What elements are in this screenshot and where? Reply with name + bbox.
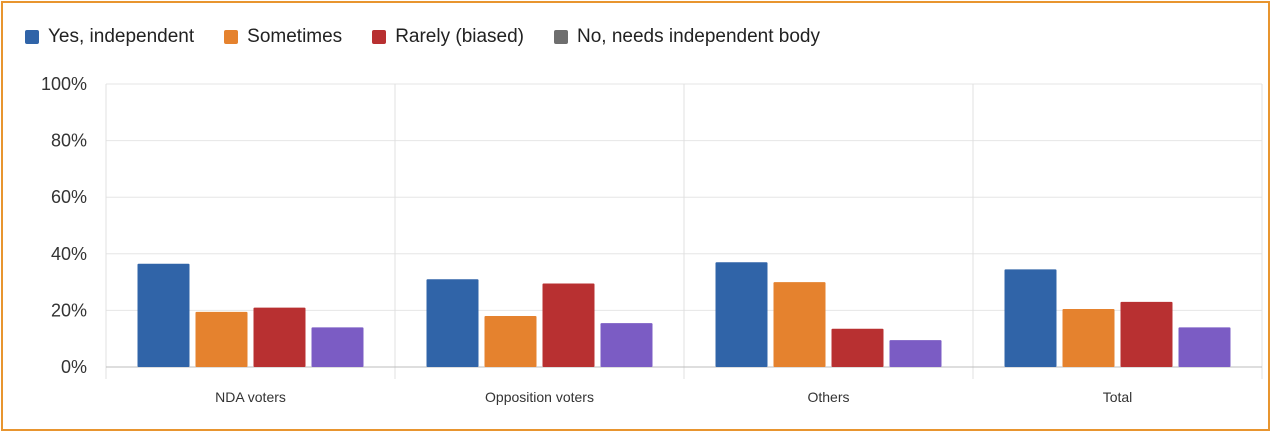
x-tick-label: Others [807, 389, 849, 405]
legend-item-sometimes[interactable]: Sometimes [224, 26, 342, 48]
legend-label: Rarely (biased) [395, 26, 525, 47]
legend-swatch [224, 30, 239, 44]
bar[interactable] [831, 328, 884, 367]
bar[interactable] [484, 316, 537, 367]
bar[interactable] [542, 283, 595, 367]
x-tick-label: Total [1103, 389, 1133, 405]
y-tick-label: 0% [61, 357, 87, 377]
y-tick-label: 100% [41, 74, 87, 94]
legend-label: Sometimes [247, 26, 343, 47]
y-tick-label: 80% [51, 131, 87, 151]
legend-label: No, needs independent body [577, 26, 820, 47]
bar[interactable] [600, 323, 653, 367]
bar[interactable] [253, 307, 306, 367]
legend-swatch [25, 30, 39, 44]
bar[interactable] [1120, 301, 1173, 367]
x-tick-label: NDA voters [215, 389, 286, 405]
legend-label: Yes, independent [48, 26, 195, 47]
y-tick-label: 40% [51, 244, 87, 264]
bar[interactable] [715, 262, 768, 367]
bar[interactable] [1178, 327, 1231, 367]
legend: Yes, independent Sometimes Rarely (biase… [25, 17, 850, 57]
bar[interactable] [1004, 269, 1057, 367]
bar[interactable] [773, 282, 826, 367]
legend-item-yes-independent[interactable]: Yes, independent [25, 26, 194, 48]
bar[interactable] [195, 311, 248, 367]
y-tick-label: 60% [51, 187, 87, 207]
bar[interactable] [1062, 308, 1115, 367]
legend-item-needs-independent-body[interactable]: No, needs independent body [554, 26, 820, 48]
legend-item-rarely-biased[interactable]: Rarely (biased) [372, 26, 524, 48]
y-tick-label: 20% [51, 300, 87, 320]
bar[interactable] [137, 263, 190, 367]
bar[interactable] [889, 340, 942, 367]
legend-swatch [372, 30, 387, 44]
legend-swatch [554, 30, 569, 44]
bar[interactable] [311, 327, 364, 367]
bar[interactable] [426, 279, 479, 367]
x-tick-label: Opposition voters [485, 389, 594, 405]
